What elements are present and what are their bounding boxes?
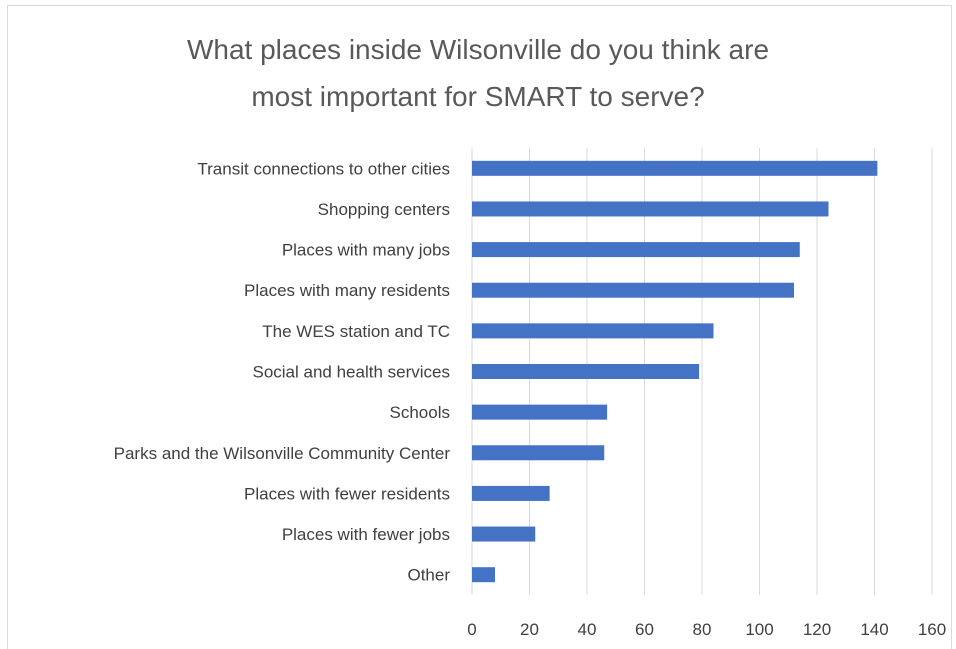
category-label: Places with many jobs — [282, 241, 450, 260]
bar — [472, 567, 495, 583]
category-label: Shopping centers — [318, 200, 450, 219]
bar — [472, 323, 714, 339]
category-label: Parks and the Wilsonville Community Cent… — [114, 444, 451, 463]
bar — [472, 201, 829, 217]
category-label: Places with fewer jobs — [282, 525, 450, 544]
x-tick-label: 20 — [520, 620, 539, 639]
bar — [472, 404, 608, 420]
bar — [472, 526, 536, 542]
bar — [472, 160, 878, 176]
x-tick-label: 120 — [803, 620, 831, 639]
x-tick-label: 0 — [467, 620, 476, 639]
x-tick-label: 60 — [635, 620, 654, 639]
bar — [472, 364, 700, 379]
bar — [472, 445, 605, 461]
category-label: Other — [407, 566, 450, 585]
bar — [472, 242, 800, 258]
category-label: Transit connections to other cities — [197, 159, 450, 178]
bar — [472, 485, 550, 501]
x-tick-label: 160 — [918, 620, 946, 639]
x-tick-label: 100 — [745, 620, 773, 639]
bars — [472, 160, 878, 583]
category-label: Schools — [390, 403, 450, 422]
category-label: Places with fewer residents — [244, 484, 450, 503]
category-label: The WES station and TC — [262, 322, 450, 341]
category-label: Places with many residents — [244, 281, 450, 300]
chart-title-line-1: What places inside Wilsonville do you th… — [187, 34, 769, 65]
x-tick-label: 140 — [860, 620, 888, 639]
chart-title-line-2: most important for SMART to serve? — [251, 81, 704, 112]
category-label: Social and health services — [252, 363, 450, 382]
x-tick-label: 40 — [578, 620, 597, 639]
bar — [472, 282, 794, 298]
x-tick-label: 80 — [693, 620, 712, 639]
x-axis-tick-labels: 0 20 40 60 80 100 120 140 160 — [467, 620, 946, 639]
category-labels: Transit connections to other cities Shopp… — [114, 159, 451, 584]
